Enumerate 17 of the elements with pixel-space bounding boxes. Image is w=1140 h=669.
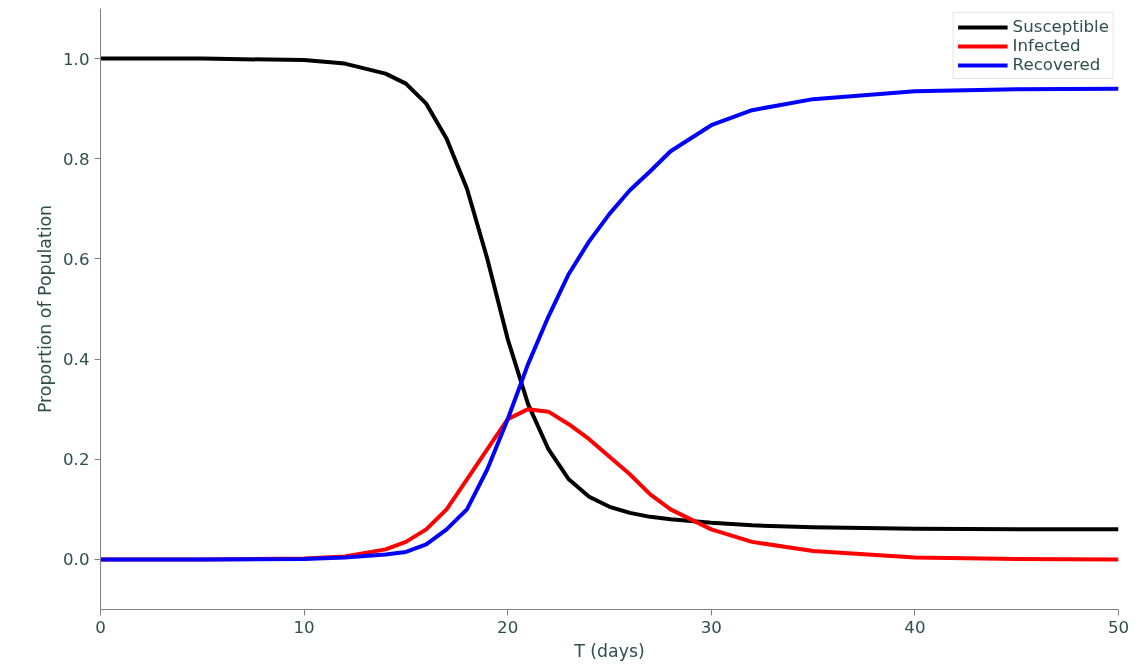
x-tick-label: 50 (1107, 617, 1130, 637)
y-tick-label: 0.6 (63, 249, 90, 269)
y-tick-label: 0.8 (63, 149, 90, 169)
x-tick-label: 20 (497, 617, 519, 637)
y-axis-title: Proportion of Population (35, 204, 56, 414)
y-tick-label: 0.4 (63, 350, 90, 370)
x-tick-label: 30 (700, 617, 722, 637)
legend-label: Susceptible (1012, 17, 1109, 36)
x-tick-label: 40 (904, 617, 926, 637)
y-tick-label: 0.2 (63, 450, 90, 470)
legend-label: Recovered (1012, 55, 1101, 74)
legend-label: Infected (1012, 36, 1081, 55)
x-tick-label: 0 (95, 617, 106, 637)
y-tick-label: 1.0 (63, 49, 90, 69)
y-tick-label: 0.0 (63, 550, 90, 570)
x-axis-title: T (days) (573, 640, 645, 661)
x-tick-label: 10 (293, 617, 315, 637)
